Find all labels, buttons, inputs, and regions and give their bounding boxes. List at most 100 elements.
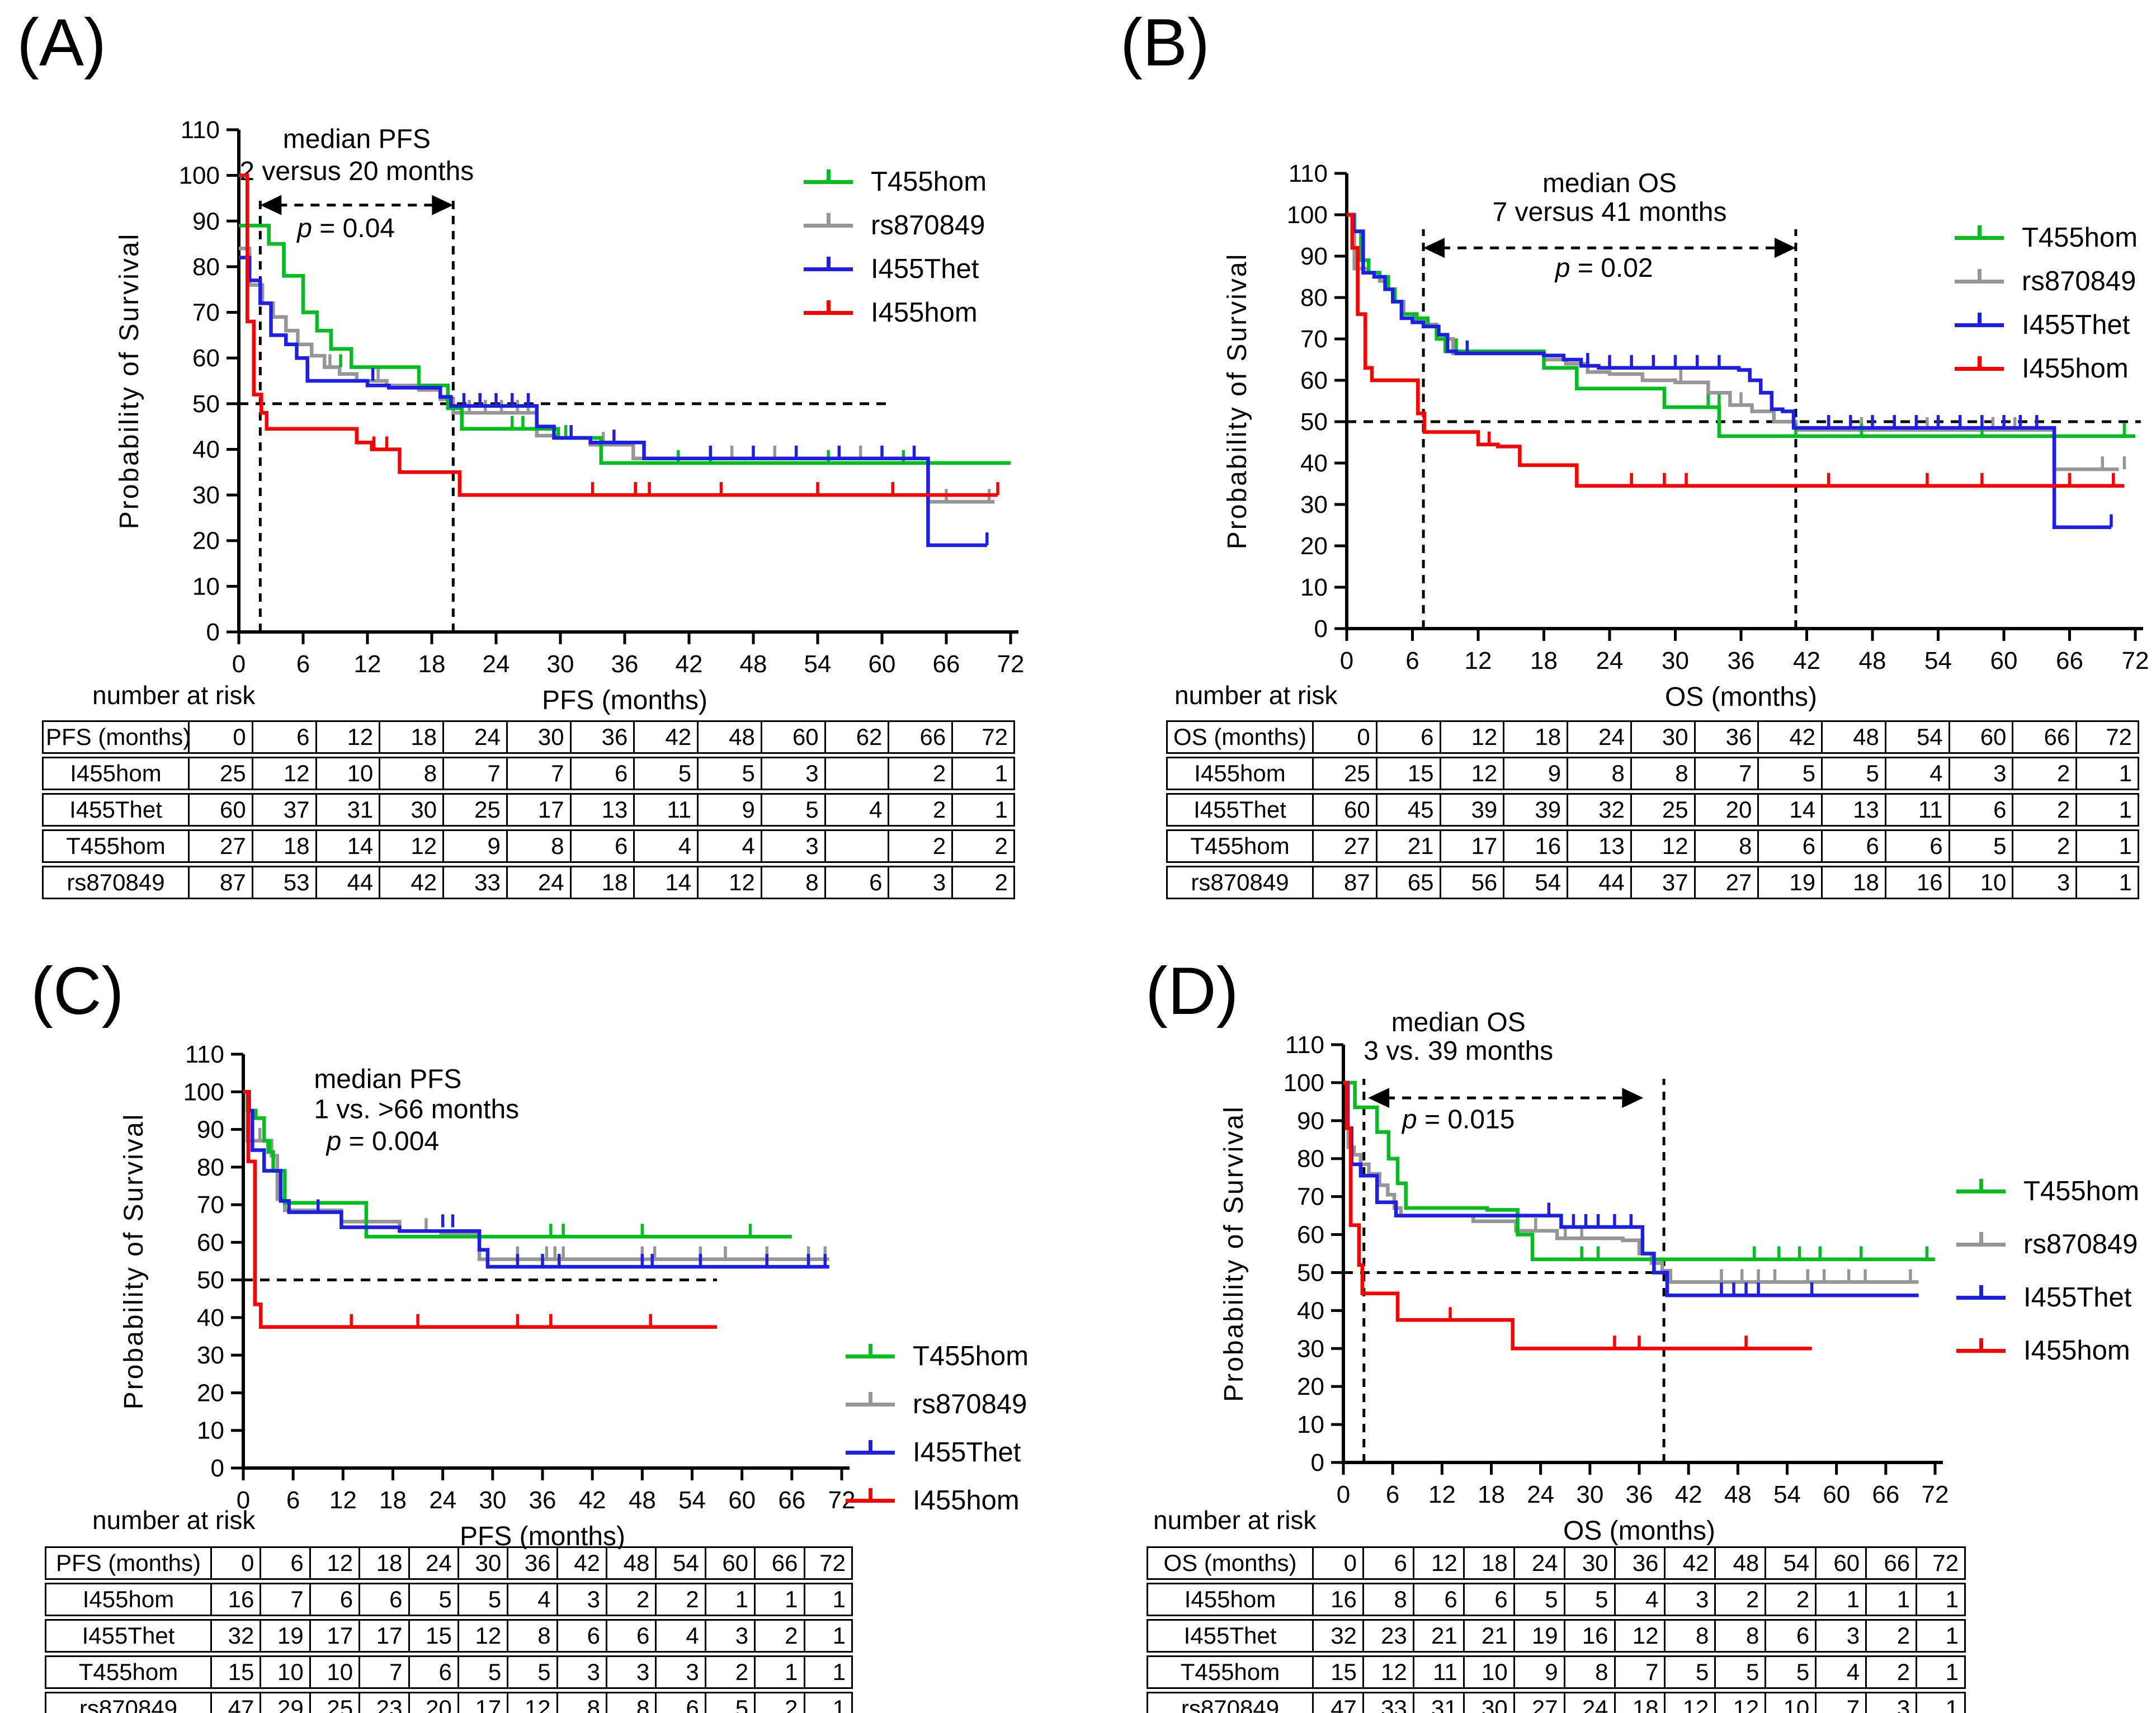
x-tick-label: 18	[418, 650, 446, 678]
number-at-risk-label-D: number at risk	[1153, 1506, 1317, 1535]
km-curve-T455hom	[1347, 213, 2135, 438]
axes: 0 10 20 30 40 50 60 70 80 90 100 110 0 6 12 18 24 30 36 42 4…	[1287, 160, 2149, 674]
risk-count-cell: 6	[358, 1583, 408, 1616]
risk-count-cell: 4	[633, 829, 697, 863]
risk-count-cell: 3	[606, 1655, 655, 1689]
risk-count-cell: 72	[803, 1546, 853, 1580]
number-at-risk-label-C: number at risk	[92, 1506, 256, 1535]
censor-ticks-T455hom	[268, 1139, 752, 1237]
risk-count-cell: 25	[1312, 757, 1376, 790]
risk-count-cell: 1	[2075, 866, 2139, 899]
chart-legend-A: T455hom rs870849 I455Thet I455hom	[804, 168, 987, 342]
risk-row-label: T455hom	[1166, 829, 1312, 863]
risk-row-label: I455hom	[1147, 1583, 1312, 1616]
legend-swatch-I455Thet-icon	[1956, 1285, 2006, 1300]
risk-count-cell: 2	[606, 1583, 655, 1616]
risk-count-cell: 1	[951, 757, 1015, 790]
legend-item-I455Thet: I455Thet	[846, 1438, 1029, 1466]
risk-count-cell: 17	[506, 793, 570, 827]
risk-row-label: I455Thet	[1166, 793, 1312, 827]
risk-count-cell: 24	[1513, 1546, 1564, 1580]
legend-label: T455hom	[2022, 222, 2138, 253]
y-tick-label: 0	[1314, 615, 1328, 643]
median-annotation-line: 2 versus 20 months	[239, 157, 474, 186]
y-tick-label: 100	[179, 162, 220, 190]
y-tick-label: 40	[1297, 1297, 1324, 1324]
risk-count-cell: 20	[408, 1692, 457, 1713]
risk-count-cell: 1	[2075, 829, 2139, 863]
risk-count-cell: 30	[1463, 1692, 1513, 1713]
risk-count-cell: 18	[1821, 866, 1885, 899]
legend-item-I455hom: I455hom	[846, 1487, 1029, 1514]
legend-item-I455hom: I455hom	[1955, 355, 2138, 383]
legend-item-rs870849: rs870849	[846, 1390, 1029, 1418]
risk-count-cell: 17	[457, 1692, 507, 1713]
censor-ticks-I455hom	[350, 1314, 652, 1327]
risk-count-cell: 23	[358, 1692, 408, 1713]
km-curve-I455hom	[239, 173, 998, 497]
risk-count-cell: 2	[704, 1655, 754, 1689]
risk-count-cell: 5	[1664, 1655, 1715, 1689]
legend-swatch-T455hom-icon	[1956, 1178, 2006, 1193]
risk-count-cell: 13	[1821, 793, 1885, 827]
risk-row-label: rs870849	[42, 866, 188, 899]
x-tick-label: 24	[483, 650, 510, 678]
risk-count-cell: 36	[1693, 720, 1758, 754]
risk-count-cell: 25	[1630, 793, 1694, 827]
risk-count-cell: 47	[1312, 1692, 1362, 1713]
risk-header-row: OS (months) 0 6 12 18 24 30 36 42 48 54 60 66 72	[1166, 720, 2139, 754]
risk-count-cell: 12	[379, 829, 443, 863]
arrow-head-right-icon	[432, 195, 454, 215]
risk-count-cell: 1	[754, 1655, 804, 1689]
risk-count-cell: 16	[1503, 829, 1567, 863]
risk-count-cell: 25	[188, 757, 252, 790]
risk-count-cell: 8	[1630, 757, 1694, 790]
risk-count-cell: 24	[442, 720, 506, 754]
x-tick-label: 6	[286, 1487, 300, 1514]
y-tick-label: 60	[1300, 367, 1328, 394]
risk-count-cell: 1	[803, 1655, 853, 1689]
legend-label: I455hom	[2023, 1335, 2130, 1366]
x-tick-label: 12	[1428, 1481, 1456, 1508]
risk-count-cell: 66	[1865, 1546, 1916, 1580]
legend-swatch-rs870849-icon	[846, 1391, 895, 1407]
risk-count-cell: 87	[1312, 866, 1376, 899]
risk-count-cell: 7	[1614, 1655, 1664, 1689]
risk-header-row: PFS (months) 0 6 12 18 24 30 36 42 48 54 60 66 72	[45, 1546, 853, 1580]
median-annotation-line: 7 versus 41 months	[1493, 197, 1727, 227]
x-tick-label: 54	[678, 1487, 706, 1514]
risk-count-cell: 3	[1815, 1619, 1866, 1653]
censor-ticks-I455hom	[1487, 431, 2115, 486]
risk-count-cell: 27	[1312, 829, 1376, 863]
x-axis-title: PFS (months)	[542, 686, 707, 715]
risk-count-cell: 32	[1312, 1619, 1362, 1653]
x-tick-label: 18	[1530, 647, 1558, 674]
risk-count-cell: 3	[556, 1583, 606, 1616]
risk-row-label: I455Thet	[45, 1619, 210, 1653]
risk-count-cell: 8	[1714, 1619, 1765, 1653]
median-annotation-line: 3 vs. 39 months	[1364, 1036, 1553, 1066]
risk-count-cell: 27	[1693, 866, 1758, 899]
y-tick-label: 110	[181, 116, 220, 144]
risk-count-cell: 8	[379, 757, 443, 790]
risk-count-cell: 54	[1503, 866, 1567, 899]
risk-count-cell: 23	[1362, 1619, 1413, 1653]
y-tick-label: 30	[1297, 1335, 1324, 1362]
risk-row: T455hom 27 21 17 16 13 12 8 6 6 6 5 2 1	[1166, 829, 2139, 863]
risk-count-cell: 7	[1815, 1692, 1866, 1713]
risk-count-cell: 12	[697, 866, 761, 899]
risk-row-label: PFS (months)	[42, 720, 188, 754]
x-tick-label: 30	[1662, 647, 1689, 674]
risk-count-cell: 5	[457, 1583, 507, 1616]
y-tick-label: 100	[1284, 1069, 1324, 1097]
risk-count-cell: 65	[1375, 866, 1440, 899]
risk-count-cell: 30	[1630, 720, 1694, 754]
number-at-risk-label-A: number at risk	[92, 681, 256, 710]
x-tick-label: 72	[997, 650, 1025, 678]
y-tick-label: 10	[192, 573, 220, 600]
risk-count-cell: 1	[1916, 1655, 1966, 1689]
legend-label: rs870849	[871, 210, 985, 240]
legend-item-T455hom: T455hom	[846, 1342, 1029, 1370]
km-curve-I455Thet	[239, 256, 987, 548]
risk-count-cell: 18	[379, 720, 443, 754]
